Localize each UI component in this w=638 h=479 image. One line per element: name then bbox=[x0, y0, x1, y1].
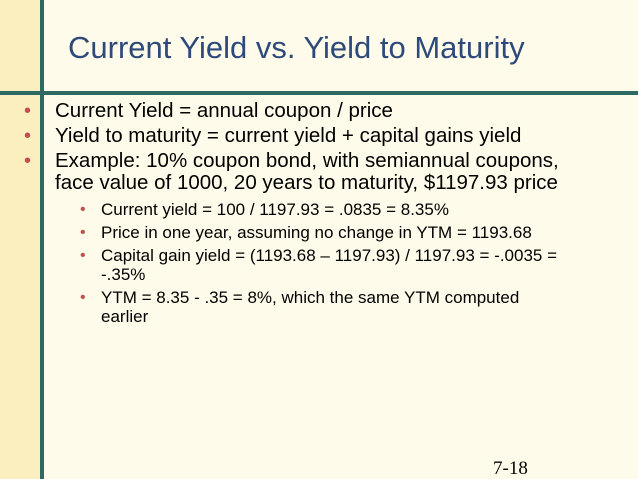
sub-bullet-item: • Price in one year, assuming no change … bbox=[80, 223, 606, 242]
left-sidebar-band bbox=[0, 0, 40, 479]
slide-content: • Current Yield = annual coupon / price … bbox=[20, 100, 620, 330]
bullet-item: • Yield to maturity = current yield + ca… bbox=[20, 124, 620, 148]
bullet-dot-icon: • bbox=[24, 125, 32, 147]
bullet-text: Example: 10% coupon bond, with semiannua… bbox=[55, 149, 559, 194]
sub-bullet-item: • Capital gain yield = (1193.68 – 1197.9… bbox=[80, 246, 606, 284]
sub-bullet-dot-icon: • bbox=[80, 289, 86, 306]
bullet-text: Current Yield = annual coupon / price bbox=[55, 99, 393, 122]
bullet-dot-icon: • bbox=[24, 100, 32, 122]
page-number: 7-18 bbox=[493, 458, 528, 479]
sub-bullet-text: YTM = 8.35 - .35 = 8%, which the same YT… bbox=[101, 288, 520, 326]
bullet-text: Yield to maturity = current yield + capi… bbox=[55, 124, 522, 147]
sub-bullet-text: Price in one year, assuming no change in… bbox=[101, 223, 532, 242]
sub-bullet-item: • Current yield = 100 / 1197.93 = .0835 … bbox=[80, 200, 606, 219]
sub-bullet-dot-icon: • bbox=[80, 201, 86, 218]
bullet-dot-icon: • bbox=[24, 150, 32, 172]
bullet-item: • Example: 10% coupon bond, with semiann… bbox=[20, 150, 600, 194]
slide-title: Current Yield vs. Yield to Maturity bbox=[68, 30, 525, 65]
sub-bullet-dot-icon: • bbox=[80, 224, 86, 241]
sub-bullet-text: Current yield = 100 / 1197.93 = .0835 = … bbox=[101, 200, 449, 219]
sub-bullet-item: • YTM = 8.35 - .35 = 8%, which the same … bbox=[80, 288, 541, 326]
title-divider-rule bbox=[0, 91, 638, 95]
sub-bullet-dot-icon: • bbox=[80, 247, 86, 264]
bullet-item: • Current Yield = annual coupon / price bbox=[20, 99, 620, 123]
sub-bullet-text: Capital gain yield = (1193.68 – 1197.93)… bbox=[101, 246, 558, 284]
left-vertical-rule bbox=[40, 0, 44, 479]
